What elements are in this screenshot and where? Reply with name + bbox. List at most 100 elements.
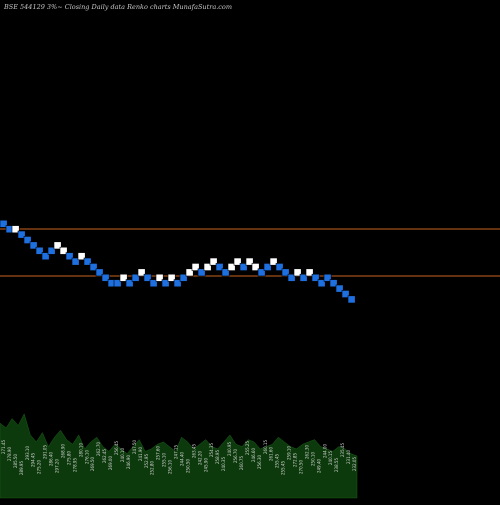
price-label: 238.55 — [334, 458, 339, 472]
renko-brick — [167, 273, 176, 282]
price-label: 240.95 — [227, 442, 232, 456]
price-label: 285.50 — [13, 454, 18, 468]
renko-brick — [131, 273, 140, 282]
price-label: 268.90 — [61, 444, 66, 458]
price-label: 256.70 — [233, 449, 238, 463]
renko-brick — [269, 257, 278, 266]
price-label: 263.45 — [191, 444, 196, 458]
price-label: 250.10 — [310, 452, 315, 466]
price-label: 259.10 — [287, 446, 292, 460]
price-label: 235.45 — [340, 443, 345, 457]
price-label: 249.40 — [316, 459, 321, 473]
renko-brick — [227, 263, 236, 271]
price-label: 270.50 — [299, 460, 304, 474]
renko-brick — [203, 263, 212, 271]
price-label: 271.45 — [1, 440, 6, 454]
renko-brick — [23, 236, 32, 244]
price-label: 254.35 — [209, 443, 214, 457]
price-label: 262.45 — [102, 449, 107, 463]
renko-brick — [65, 252, 74, 261]
price-label: 252.95 — [144, 454, 149, 468]
chart-title: BSE 544129 3%~ Closing Daily data Renko … — [3, 3, 232, 11]
renko-bricks — [0, 219, 356, 304]
price-label: 240.15 — [328, 451, 333, 465]
renko-brick — [317, 279, 326, 288]
price-label: 247.15 — [174, 445, 179, 459]
renko-brick — [143, 273, 152, 282]
renko-brick — [263, 263, 272, 271]
price-label: 256.45 — [114, 441, 119, 455]
price-label: 247.50 — [132, 440, 137, 454]
renko-brick — [173, 279, 182, 288]
volume-area — [0, 413, 358, 499]
price-label: 280.10 — [78, 443, 83, 457]
price-label: 293.10 — [25, 446, 30, 460]
price-label: 255.45 — [275, 454, 280, 468]
renko-brick — [161, 279, 170, 288]
price-label: 278.90 — [7, 447, 12, 461]
renko-brick — [101, 273, 110, 282]
renko-brick — [185, 268, 194, 277]
renko-brick — [239, 263, 248, 271]
price-label: 272.85 — [293, 453, 298, 467]
price-label: 244.40 — [180, 452, 185, 466]
price-label: 246.90 — [126, 455, 131, 469]
price-label: 241.90 — [138, 447, 143, 461]
price-label: 240.35 — [221, 457, 226, 471]
price-label: 297.20 — [55, 459, 60, 473]
renko-brick — [197, 268, 206, 277]
renko-brick — [323, 273, 332, 282]
price-label: 255.10 — [162, 453, 167, 467]
renko-brick — [0, 219, 8, 228]
renko-brick — [215, 263, 224, 271]
renko-brick — [275, 263, 284, 271]
reference-lines — [0, 228, 500, 277]
renko-brick — [221, 268, 230, 277]
renko-brick — [299, 273, 308, 282]
renko-brick — [29, 241, 38, 250]
renko-brick — [311, 273, 320, 282]
renko-brick — [329, 279, 338, 288]
renko-brick — [59, 246, 68, 255]
price-label: 276.10 — [84, 450, 89, 464]
price-label: 260.15 — [263, 440, 268, 454]
price-label: 255.25 — [245, 441, 250, 455]
price-label: 269.50 — [90, 457, 95, 471]
price-label: 242.20 — [197, 451, 202, 465]
renko-brick — [95, 268, 104, 277]
renko-brick — [335, 284, 344, 293]
renko-brick — [83, 257, 92, 266]
price-label: 275.20 — [37, 460, 42, 474]
price-label: 255.45 — [281, 461, 286, 475]
price-label: 291.05 — [43, 445, 48, 459]
price-label: 256.30 — [257, 455, 262, 469]
price-label: 240.10 — [120, 448, 125, 462]
renko-brick — [341, 290, 350, 298]
price-label: 258.95 — [215, 450, 220, 464]
renko-brick — [137, 268, 146, 277]
price-label: 250.50 — [185, 459, 190, 473]
renko-brick — [209, 257, 218, 266]
renko-brick — [347, 295, 356, 304]
price-label: 257.60 — [156, 446, 161, 460]
renko-brick — [119, 273, 128, 282]
price-label: 262.30 — [304, 445, 309, 459]
price-label: 260.75 — [239, 456, 244, 470]
renko-brick — [35, 246, 44, 255]
price-label: 286.40 — [49, 452, 54, 466]
price-label: 246.60 — [251, 448, 256, 462]
price-label: 244.00 — [322, 444, 327, 458]
price-label: 262.70 — [96, 442, 101, 456]
price-label: 294.45 — [31, 453, 36, 467]
renko-brick — [47, 246, 56, 255]
renko-brick — [149, 279, 158, 288]
price-label: 261.60 — [269, 447, 274, 461]
renko-brick — [251, 263, 260, 271]
renko-brick — [191, 263, 200, 271]
renko-brick — [287, 273, 296, 282]
price-label: 252.80 — [150, 461, 155, 475]
renko-brick — [11, 225, 20, 234]
price-label: 289.95 — [19, 461, 24, 475]
